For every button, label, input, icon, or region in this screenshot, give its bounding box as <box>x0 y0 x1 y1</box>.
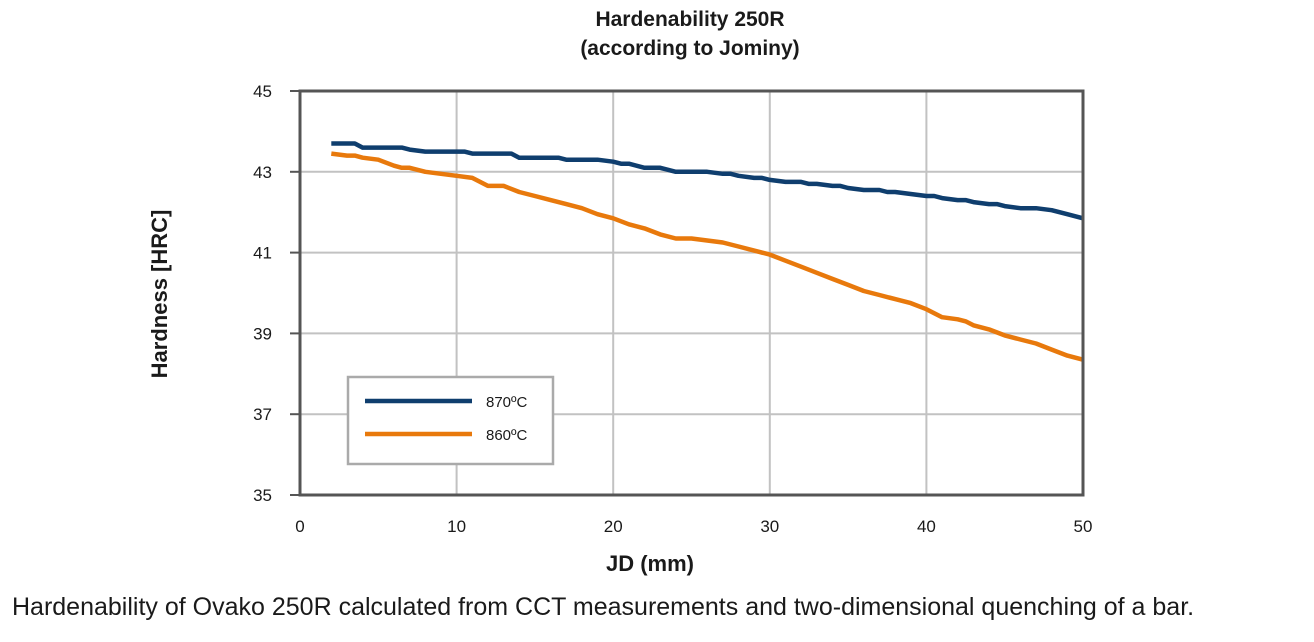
x-tick-label: 20 <box>604 517 623 536</box>
figure-caption: Hardenability of Ovako 250R calculated f… <box>12 593 1195 621</box>
legend: 870ºC 860ºC <box>346 375 555 466</box>
y-tick-label: 45 <box>253 82 272 101</box>
x-axis-label: JD (mm) <box>606 551 694 576</box>
x-tick-label: 50 <box>1074 517 1093 536</box>
y-tick-label: 43 <box>253 163 272 182</box>
y-tick-label: 35 <box>253 486 272 505</box>
x-tick-label: 0 <box>295 517 304 536</box>
series-group <box>331 141 1084 362</box>
series-line-1 <box>331 151 1084 362</box>
x-tick-label: 40 <box>917 517 936 536</box>
chart-title: Hardenability 250R <box>595 8 784 31</box>
series-line-0 <box>331 141 1084 221</box>
y-axis-ticks: 35 37 39 41 43 45 <box>253 82 300 505</box>
plot-frame <box>298 89 1085 497</box>
legend-label-860: 860ºC <box>486 427 528 444</box>
y-tick-label: 39 <box>253 324 272 343</box>
chart-subtitle: (according to Jominy) <box>580 37 799 60</box>
x-tick-label: 10 <box>447 517 466 536</box>
y-tick-label: 41 <box>253 244 272 263</box>
y-tick-label: 37 <box>253 405 272 424</box>
legend-label-870: 870ºC <box>486 394 528 411</box>
x-axis-ticks: 0 10 20 30 40 50 <box>295 517 1092 536</box>
legend-box <box>346 375 555 466</box>
x-tick-label: 30 <box>760 517 779 536</box>
y-axis-label: Hardness [HRC] <box>147 210 172 379</box>
